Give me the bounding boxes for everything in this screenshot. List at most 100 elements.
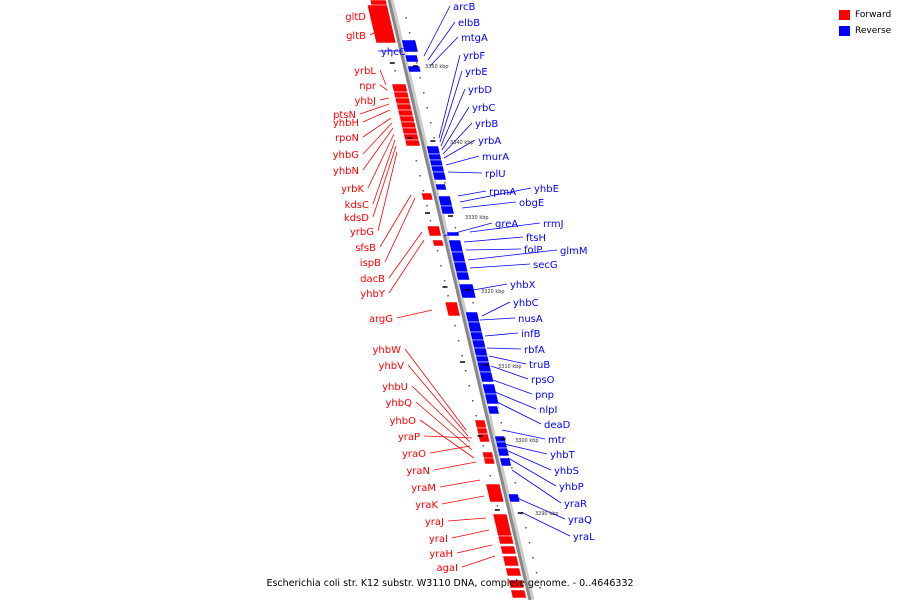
reverse-gene-block bbox=[467, 321, 483, 333]
reverse-leader-line bbox=[440, 88, 466, 147]
reverse-gene-block bbox=[479, 371, 495, 383]
reverse-leader-line bbox=[511, 469, 562, 504]
forward-gene-block bbox=[394, 97, 411, 105]
guide-dot bbox=[447, 295, 449, 297]
forward-gene-label: yhbG bbox=[333, 150, 359, 161]
reverse-gene-block bbox=[455, 271, 471, 281]
genome-backbone bbox=[387, 0, 532, 600]
forward-gene-label: gltD bbox=[345, 12, 366, 23]
reverse-gene-label: obgE bbox=[519, 198, 544, 209]
kbp-tick-label: 3330 kbp bbox=[465, 215, 489, 221]
forward-gene-label: yraH bbox=[429, 549, 453, 560]
reverse-leader-line bbox=[486, 347, 522, 350]
forward-leader-line bbox=[369, 9, 379, 16]
gene-block-layer bbox=[366, 0, 527, 599]
forward-gene-block bbox=[432, 239, 445, 247]
reverse-leader-line bbox=[481, 301, 511, 317]
guide-dot bbox=[430, 122, 432, 124]
guide-dot bbox=[457, 340, 460, 342]
reverse-gene-block bbox=[481, 383, 497, 395]
guide-dot bbox=[415, 160, 418, 162]
forward-gene-block bbox=[396, 103, 413, 111]
reverse-gene-label: rplU bbox=[485, 169, 506, 180]
guide-dot bbox=[468, 385, 470, 387]
reverse-gene-block bbox=[448, 239, 464, 253]
reverse-gene-block bbox=[495, 441, 508, 449]
forward-gene-block bbox=[444, 301, 461, 317]
guide-dot bbox=[472, 400, 474, 402]
reverse-leader-line bbox=[447, 171, 483, 174]
reverse-gene-label: yrbF bbox=[463, 51, 485, 62]
kbp-tick-label: 3310 kbp bbox=[498, 364, 522, 370]
reverse-gene-label: yhbE bbox=[534, 184, 559, 195]
reverse-gene-label: yrbB bbox=[475, 119, 498, 130]
forward-leader-line bbox=[404, 348, 467, 431]
reverse-gene-block bbox=[407, 65, 422, 73]
kbp-tick-layer: 3350 kbp 3340 kbp 3330 kbp 3320 kbp 3310 kbp… bbox=[389, 62, 559, 517]
reverse-gene-block bbox=[499, 457, 512, 467]
forward-leader-line bbox=[433, 461, 477, 471]
forward-gene-label: yraP bbox=[398, 432, 420, 443]
reverse-leader-line bbox=[503, 443, 548, 455]
guide-dot bbox=[461, 355, 463, 357]
forward-gene-block bbox=[485, 483, 505, 503]
reverse-gene-label: yrbE bbox=[465, 67, 488, 78]
reverse-gene-block bbox=[404, 54, 419, 63]
reverse-gene-block bbox=[484, 393, 500, 405]
guide-dot bbox=[422, 190, 425, 192]
guide-dot bbox=[422, 92, 425, 94]
forward-leader-line bbox=[456, 544, 493, 554]
guide-dot bbox=[429, 220, 432, 222]
reverse-leader-line bbox=[463, 236, 524, 243]
forward-gene-block bbox=[366, 4, 397, 44]
forward-leader-line bbox=[372, 145, 397, 218]
forward-leader-line bbox=[441, 495, 485, 505]
reverse-leader-line bbox=[441, 106, 470, 151]
forward-gene-label: agaI bbox=[436, 563, 458, 574]
forward-gene-label: yhbO bbox=[390, 416, 417, 427]
legend-item-reverse: Reverse bbox=[839, 24, 891, 38]
reverse-leader-line bbox=[484, 332, 519, 337]
reverse-gene-label: greA bbox=[495, 219, 518, 230]
guide-dot bbox=[539, 587, 541, 589]
forward-gene-label: yraN bbox=[406, 466, 430, 477]
reverse-leader-line bbox=[520, 511, 571, 537]
reverse-gene-label: arcB bbox=[453, 2, 476, 13]
reverse-leader-line bbox=[459, 187, 532, 203]
reverse-leader-line bbox=[516, 497, 566, 520]
reverse-leader-line bbox=[479, 317, 516, 321]
guide-dot bbox=[426, 205, 428, 207]
reverse-leader-line bbox=[423, 5, 451, 57]
reverse-gene-block bbox=[425, 145, 441, 155]
forward-gene-block bbox=[426, 225, 442, 237]
guide-dot bbox=[390, 55, 393, 57]
forward-gene-label: yraJ bbox=[425, 517, 444, 528]
guide-dot bbox=[444, 182, 446, 184]
reverse-gene-label: rrmJ bbox=[543, 219, 564, 230]
forward-gene-label: yhbJ bbox=[354, 96, 376, 107]
guide-dot bbox=[472, 302, 474, 304]
reverse-leader-line bbox=[501, 429, 546, 440]
guide-dot bbox=[436, 250, 439, 252]
reverse-gene-label: murA bbox=[482, 152, 509, 163]
reverse-leader-line bbox=[494, 391, 537, 410]
forward-gene-block bbox=[510, 589, 527, 599]
forward-leader-line bbox=[411, 385, 471, 443]
guide-dot bbox=[511, 467, 513, 469]
forward-gene-block bbox=[505, 567, 522, 577]
forward-gene-label: yhbV bbox=[379, 361, 405, 372]
reverse-leader-line bbox=[445, 155, 480, 166]
forward-gene-label: yhbY bbox=[360, 289, 386, 300]
reverse-gene-label: elbB bbox=[458, 18, 480, 29]
guide-dot bbox=[528, 542, 531, 544]
guide-dot bbox=[440, 265, 442, 267]
forward-leader-line bbox=[379, 194, 412, 248]
reverse-leader-line bbox=[465, 248, 522, 251]
reverse-leader-line bbox=[469, 263, 531, 269]
legend-swatch-reverse bbox=[839, 26, 850, 36]
reverse-gene-label: secG bbox=[533, 260, 558, 271]
forward-gene-block bbox=[398, 115, 416, 123]
reverse-gene-label: nusA bbox=[518, 314, 543, 325]
reverse-gene-block bbox=[464, 311, 481, 323]
forward-leader-line bbox=[379, 97, 390, 101]
